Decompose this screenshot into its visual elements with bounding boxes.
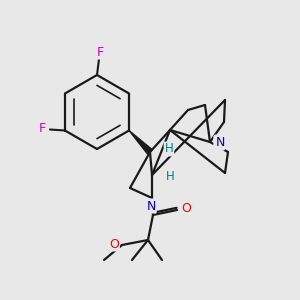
Text: N: N [215,136,225,148]
Text: F: F [38,122,46,135]
Text: H: H [166,170,174,184]
Polygon shape [129,130,152,154]
Text: O: O [109,238,119,250]
Text: H: H [165,142,173,155]
Text: O: O [181,202,191,215]
Text: N: N [146,200,156,212]
Text: F: F [96,46,103,59]
Text: N: N [214,136,224,149]
